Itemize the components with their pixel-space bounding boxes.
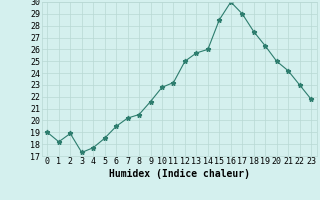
- X-axis label: Humidex (Indice chaleur): Humidex (Indice chaleur): [109, 169, 250, 179]
